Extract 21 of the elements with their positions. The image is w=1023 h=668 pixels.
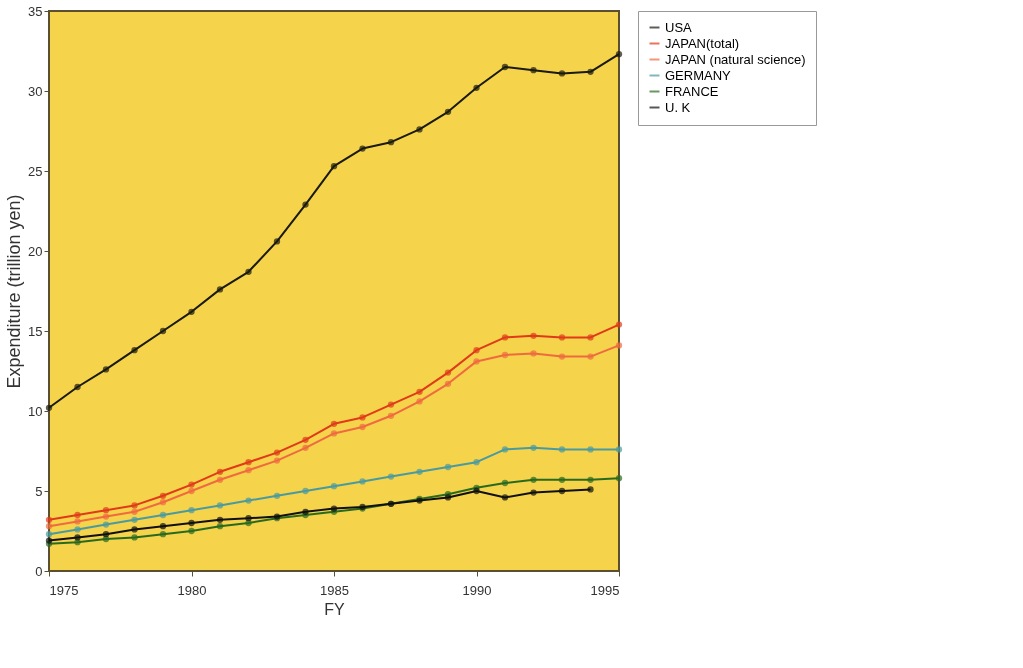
y-tick-label: 30 bbox=[28, 83, 43, 99]
x-tick-label: 1990 bbox=[462, 582, 492, 598]
y-tick-label: 15 bbox=[28, 323, 43, 339]
x-axis-title: FY bbox=[324, 600, 346, 618]
x-tick-label: 1980 bbox=[177, 582, 207, 598]
y-tick-label: 10 bbox=[28, 403, 43, 419]
legend-label: JAPAN(total) bbox=[665, 35, 740, 51]
x-tick-label: 1995 bbox=[590, 582, 620, 598]
legend-label: USA bbox=[665, 19, 693, 35]
legend-label: JAPAN (natural science) bbox=[665, 51, 806, 67]
legend-label: FRANCE bbox=[665, 83, 719, 99]
y-tick-label: 20 bbox=[28, 243, 43, 259]
y-tick-label: 35 bbox=[28, 3, 43, 19]
x-tick-label: 1985 bbox=[320, 582, 349, 598]
legend-label: GERMANY bbox=[665, 67, 732, 83]
y-axis-title: Expenditure (trillion yen) bbox=[4, 194, 25, 389]
y-tick-label: 0 bbox=[35, 563, 43, 579]
x-tick-label: 1975 bbox=[49, 582, 79, 598]
legend-label: U. K bbox=[665, 99, 691, 115]
y-tick-label: 25 bbox=[28, 163, 43, 179]
y-tick-label: 5 bbox=[35, 483, 43, 499]
